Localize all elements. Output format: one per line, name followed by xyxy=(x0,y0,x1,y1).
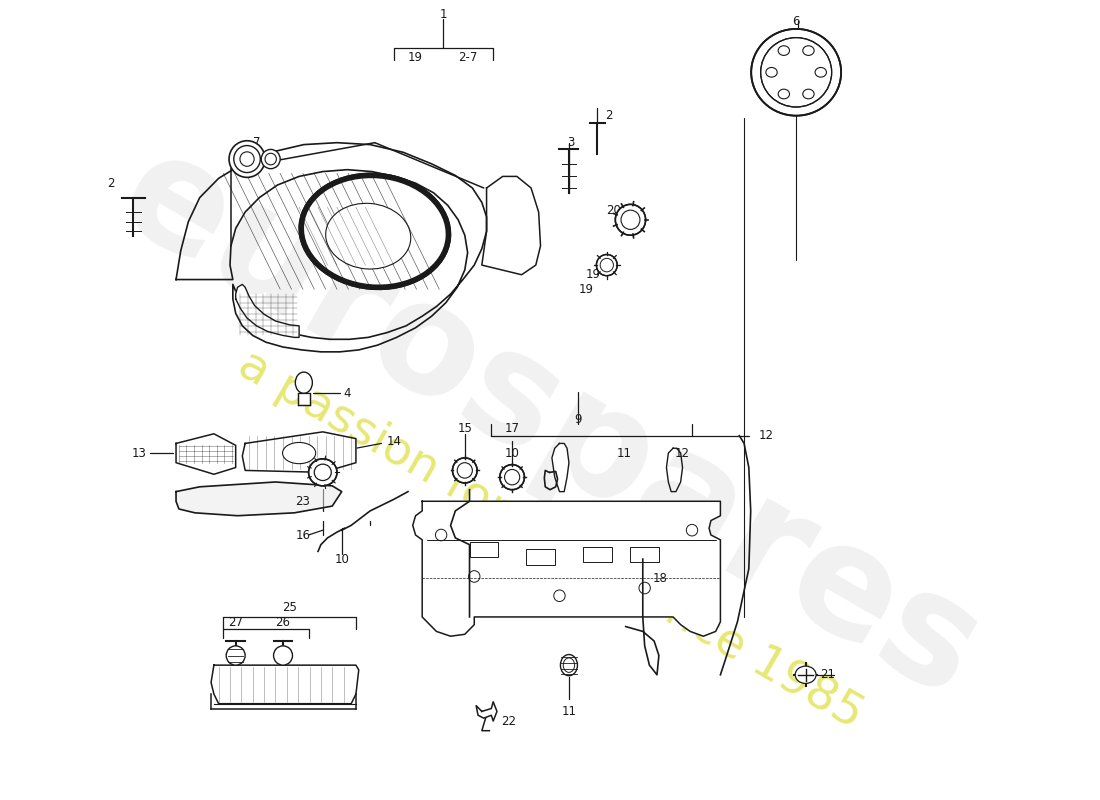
Text: a passion for parts since 1985: a passion for parts since 1985 xyxy=(230,342,870,738)
Text: 19: 19 xyxy=(579,282,594,296)
Polygon shape xyxy=(176,434,235,474)
Text: 2: 2 xyxy=(605,109,613,122)
Text: 19: 19 xyxy=(586,268,601,282)
Bar xyxy=(526,550,554,565)
Text: 25: 25 xyxy=(283,601,297,614)
Text: 13: 13 xyxy=(132,446,146,459)
Ellipse shape xyxy=(295,372,312,394)
Text: 18: 18 xyxy=(652,572,667,585)
Text: 12: 12 xyxy=(758,430,773,442)
Text: 17: 17 xyxy=(505,422,519,435)
Text: 20: 20 xyxy=(606,204,620,217)
Bar xyxy=(298,394,309,405)
Text: 4: 4 xyxy=(343,387,351,400)
Bar xyxy=(470,542,498,557)
Text: 9: 9 xyxy=(574,413,582,426)
Ellipse shape xyxy=(299,174,451,290)
Text: 1: 1 xyxy=(439,8,447,21)
Polygon shape xyxy=(235,284,299,338)
Text: 16: 16 xyxy=(296,529,310,542)
Text: 12: 12 xyxy=(675,446,690,459)
Text: 6: 6 xyxy=(792,14,800,28)
Text: 11: 11 xyxy=(616,446,631,459)
Polygon shape xyxy=(412,502,720,636)
Ellipse shape xyxy=(766,67,778,77)
Ellipse shape xyxy=(795,666,816,683)
Text: 14: 14 xyxy=(387,435,403,448)
Text: 26: 26 xyxy=(275,616,290,630)
Ellipse shape xyxy=(283,442,316,464)
Polygon shape xyxy=(552,443,569,492)
Ellipse shape xyxy=(615,204,646,235)
Polygon shape xyxy=(242,432,356,472)
Ellipse shape xyxy=(778,89,790,99)
Text: eurospares: eurospares xyxy=(95,118,1005,730)
Ellipse shape xyxy=(803,89,814,99)
Ellipse shape xyxy=(560,654,578,676)
Text: 27: 27 xyxy=(228,616,243,630)
Text: 10: 10 xyxy=(505,446,519,459)
Text: 7: 7 xyxy=(253,136,261,149)
Ellipse shape xyxy=(227,646,245,665)
Ellipse shape xyxy=(326,203,410,269)
Ellipse shape xyxy=(815,67,826,77)
Ellipse shape xyxy=(761,38,832,107)
Ellipse shape xyxy=(596,254,617,276)
Ellipse shape xyxy=(234,146,261,173)
Ellipse shape xyxy=(803,46,814,55)
Text: 19: 19 xyxy=(408,51,424,64)
Ellipse shape xyxy=(261,150,280,169)
Text: 21: 21 xyxy=(820,668,835,682)
Text: 10: 10 xyxy=(334,553,349,566)
Polygon shape xyxy=(176,482,342,516)
Ellipse shape xyxy=(778,46,790,55)
Ellipse shape xyxy=(751,29,842,116)
Text: 3: 3 xyxy=(568,136,574,149)
Text: 2-7: 2-7 xyxy=(458,51,477,64)
Ellipse shape xyxy=(309,459,337,486)
Bar xyxy=(630,546,659,562)
Ellipse shape xyxy=(499,465,525,490)
Text: 23: 23 xyxy=(296,494,310,508)
Ellipse shape xyxy=(274,646,293,665)
Text: 15: 15 xyxy=(458,422,472,435)
Text: 2: 2 xyxy=(107,177,114,190)
Ellipse shape xyxy=(229,141,265,178)
Text: 11: 11 xyxy=(561,705,576,718)
Bar xyxy=(583,546,612,562)
Ellipse shape xyxy=(452,458,477,483)
Text: 22: 22 xyxy=(500,714,516,727)
Polygon shape xyxy=(211,665,359,704)
